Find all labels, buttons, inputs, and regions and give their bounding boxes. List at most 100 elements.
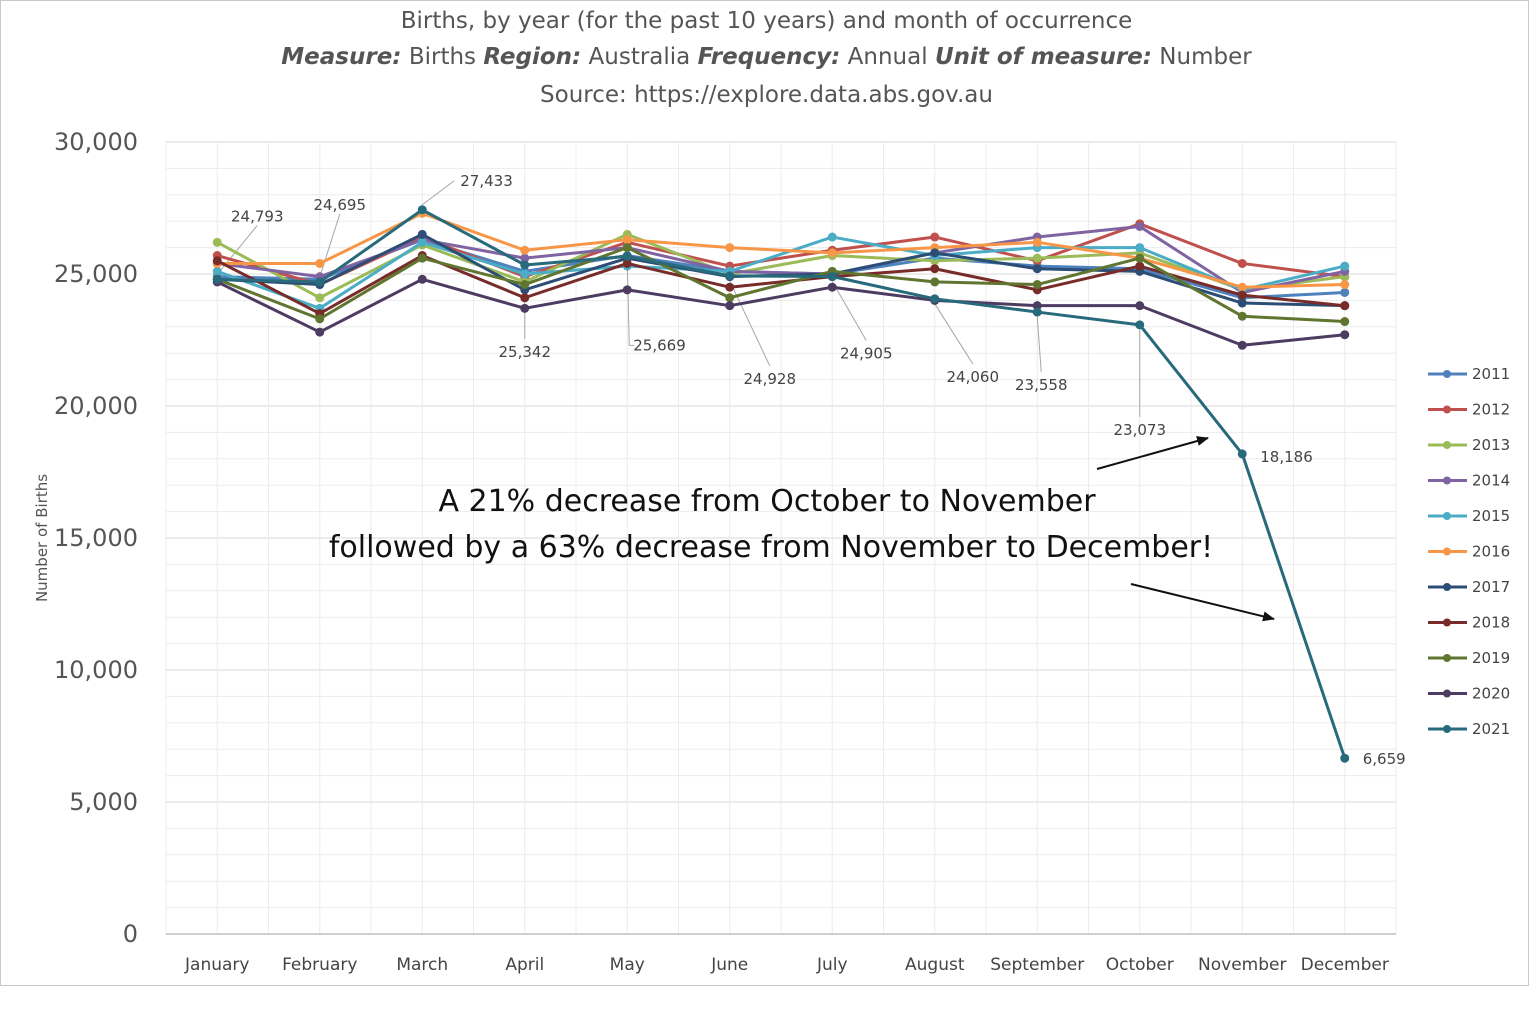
data-point-2018 xyxy=(212,256,222,266)
x-tick-label: October xyxy=(1106,955,1174,975)
data-point-2020 xyxy=(417,274,427,284)
series-line-2019 xyxy=(216,246,1345,324)
data-point-2016 xyxy=(1032,237,1042,247)
data-point-2015 xyxy=(417,237,427,247)
y-tick-label: 15,000 xyxy=(54,524,138,552)
annotation-arrow-1 xyxy=(1096,436,1209,470)
data-point-2018 xyxy=(1135,261,1145,271)
series-2021 xyxy=(212,205,1350,763)
data-point-2020 xyxy=(1135,301,1145,311)
legend-swatch-marker xyxy=(1443,547,1451,556)
data-point-2019 xyxy=(1032,280,1042,290)
data-point-2021 xyxy=(212,274,222,284)
legend-item-2019: 2019 xyxy=(1428,649,1510,667)
x-tick-label: September xyxy=(990,955,1084,975)
data-point-2021 xyxy=(930,294,940,304)
legend-swatch-marker xyxy=(1443,583,1451,591)
legend-swatch-marker xyxy=(1443,370,1451,378)
y-tick-label: 25,000 xyxy=(54,260,138,288)
legend-label: 2015 xyxy=(1472,507,1510,525)
data-point-2014 xyxy=(1135,221,1145,231)
measure-value: Births xyxy=(408,44,477,70)
legend-swatch-marker xyxy=(1443,725,1451,733)
data-label: 27,433 xyxy=(460,172,513,190)
legend-item-2014: 2014 xyxy=(1428,472,1510,490)
leader-line xyxy=(1036,317,1042,373)
series-2019 xyxy=(212,243,1350,327)
unit-label: Unit of measure: xyxy=(934,44,1152,70)
data-label: 24,905 xyxy=(840,345,893,363)
data-label: 24,928 xyxy=(744,370,797,388)
legend-label: 2012 xyxy=(1472,401,1510,419)
legend-label: 2020 xyxy=(1472,685,1510,703)
data-point-2019 xyxy=(930,277,940,287)
region-value: Australia xyxy=(588,44,691,70)
frequency-value: Annual xyxy=(847,44,928,70)
data-point-2019 xyxy=(417,253,427,263)
legend-item-2011: 2011 xyxy=(1428,365,1510,383)
data-label: 25,342 xyxy=(499,343,552,361)
data-point-2021 xyxy=(827,272,837,282)
data-label: 23,073 xyxy=(1114,421,1167,439)
data-point-2016 xyxy=(315,258,325,268)
data-label: 6,659 xyxy=(1363,750,1406,768)
annotation-line-2: followed by a 63% decrease from November… xyxy=(329,530,1213,565)
data-point-2018 xyxy=(520,293,530,303)
data-point-2019 xyxy=(1237,311,1247,321)
legend-swatch-marker xyxy=(1443,512,1451,520)
legend-label: 2013 xyxy=(1472,436,1510,454)
chart-frame xyxy=(0,0,1529,986)
x-tick-label: January xyxy=(184,955,249,975)
data-point-2020 xyxy=(315,327,325,337)
data-point-2019 xyxy=(520,280,530,290)
data-point-2021 xyxy=(1032,307,1042,317)
legend-swatch-marker xyxy=(1443,618,1451,627)
data-point-2020 xyxy=(520,303,530,313)
series-line-2021 xyxy=(217,208,1347,759)
y-axis-ticks: 0 5,000 10,000 15,000 20,000 25,000 30,000 xyxy=(54,128,138,948)
data-point-2015 xyxy=(827,232,837,242)
data-label: 24,793 xyxy=(231,207,284,225)
leader-line xyxy=(216,225,258,275)
chart-source: Source: https://explore.data.abs.gov.au xyxy=(540,82,993,108)
data-point-2018 xyxy=(930,264,940,274)
data-point-2017 xyxy=(1237,298,1247,308)
data-point-2019 xyxy=(725,293,735,303)
measure-label: Measure: xyxy=(281,44,402,70)
legend-swatch-marker xyxy=(1443,405,1451,414)
data-point-2021 xyxy=(1135,320,1145,330)
x-tick-label: May xyxy=(610,955,645,975)
data-point-2018 xyxy=(725,282,735,292)
data-point-2020 xyxy=(1032,301,1042,311)
legend-label: 2011 xyxy=(1472,365,1510,383)
data-point-2021 xyxy=(725,271,735,281)
leader-line xyxy=(831,281,867,341)
x-tick-label: July xyxy=(816,955,848,975)
series-line-2020 xyxy=(216,277,1345,347)
data-point-2016 xyxy=(827,248,837,258)
data-point-2021 xyxy=(315,277,325,287)
legend-label: 2016 xyxy=(1472,543,1510,561)
data-point-2019 xyxy=(1340,317,1350,327)
data-point-2015 xyxy=(1340,261,1350,271)
legend-item-2016: 2016 xyxy=(1428,543,1510,561)
data-point-2013 xyxy=(212,237,222,247)
data-point-2020 xyxy=(622,285,632,295)
data-label: 25,669 xyxy=(633,336,686,354)
legend-item-2018: 2018 xyxy=(1428,614,1510,632)
x-tick-label: December xyxy=(1301,955,1389,975)
data-point-2021 xyxy=(1340,753,1350,763)
series-lines xyxy=(212,205,1350,763)
series-line-2014 xyxy=(217,224,1346,294)
x-tick-label: November xyxy=(1198,955,1286,975)
y-tick-label: 10,000 xyxy=(54,656,138,684)
legend-label: 2014 xyxy=(1472,472,1510,490)
x-tick-label: March xyxy=(396,955,448,975)
data-point-2016 xyxy=(622,235,632,245)
frequency-label: Frequency: xyxy=(697,44,841,70)
x-axis-ticks: January February March April May June July Augu… xyxy=(184,955,1389,975)
legend-label: 2017 xyxy=(1472,578,1510,596)
legend: 2011 2012 2013 2014 2015 2016 2017 2018 2019 2020… xyxy=(1428,365,1510,738)
data-point-2021 xyxy=(520,260,530,270)
